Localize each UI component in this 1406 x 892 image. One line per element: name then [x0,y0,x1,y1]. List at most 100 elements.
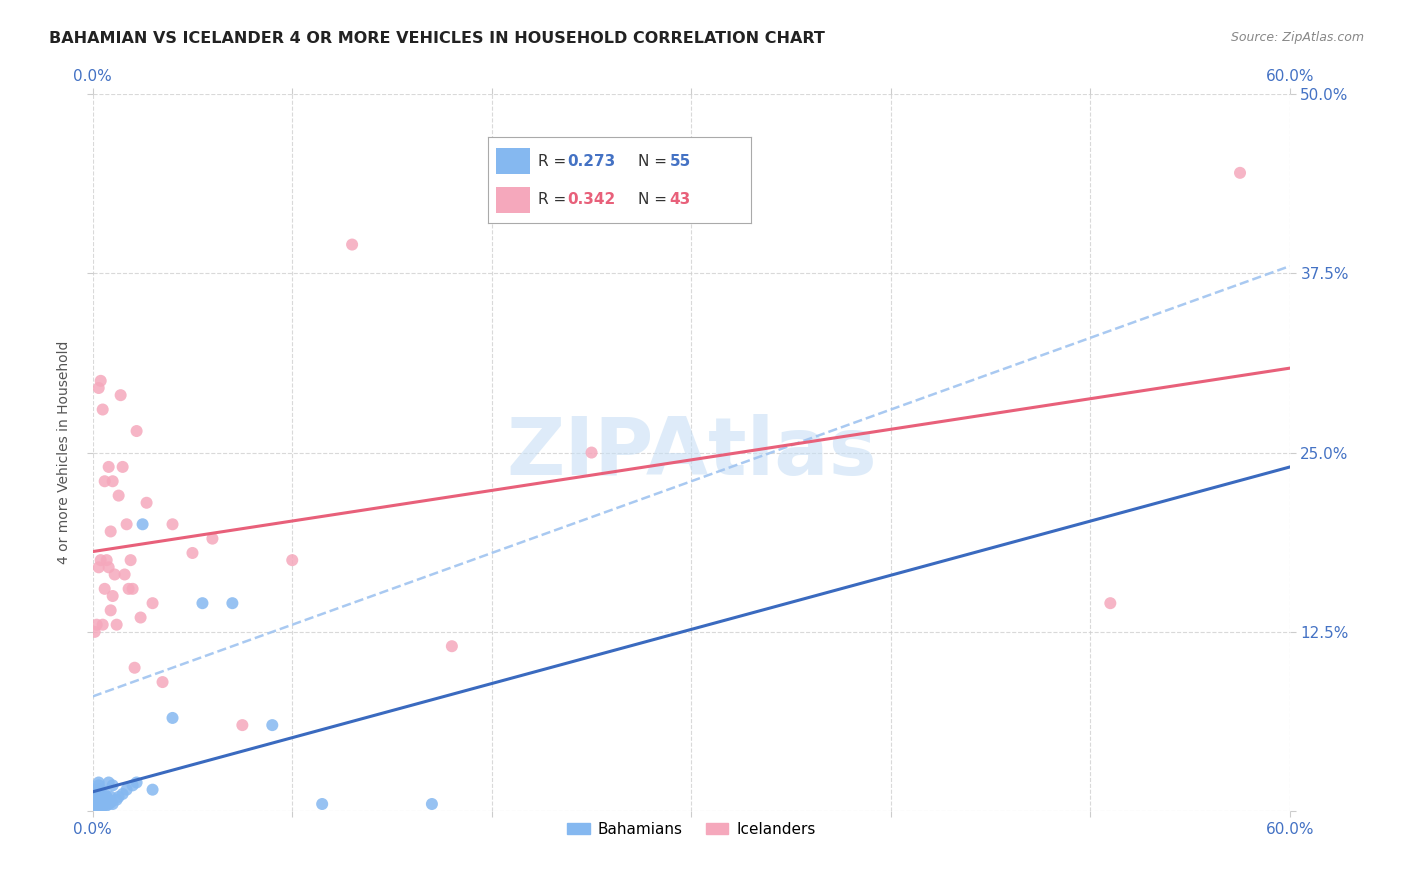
Point [100,603,122,617]
Point [105,617,128,632]
Point [91,617,114,632]
Point [281,553,304,567]
Point [97,560,120,574]
Point [162,517,184,532]
Point [97,797,120,811]
Point [83,793,105,807]
Point [90,793,112,807]
Point [87,782,110,797]
Point [90,796,112,810]
Point [87,778,110,792]
Point [96,789,118,804]
Point [142,596,165,610]
Point [110,388,132,402]
Point [90,801,112,815]
Point [83,797,105,811]
Point [131,517,153,532]
Point [86,797,108,811]
Point [124,661,146,675]
Point [87,789,110,804]
Point [114,567,136,582]
Point [91,789,114,804]
Point [221,596,243,610]
Point [100,524,122,539]
Point [117,582,139,596]
Point [191,596,214,610]
Point [107,789,129,804]
Point [83,624,105,639]
Point [105,793,128,807]
Point [87,381,110,395]
Point [97,793,120,807]
Point [311,797,333,811]
Point [1099,596,1122,610]
Point [93,475,115,489]
Point [121,778,143,792]
Point [90,789,112,804]
Point [111,459,134,474]
Point [91,800,114,814]
Point [142,782,165,797]
Point [101,589,124,603]
Point [86,617,108,632]
Point [231,718,253,732]
Point [181,546,204,560]
Point [115,517,138,532]
Text: ZIPAtlas: ZIPAtlas [506,414,877,491]
Point [97,775,120,789]
Point [91,793,114,807]
Point [87,560,110,574]
Point [90,798,112,813]
Point [93,797,115,811]
Point [97,459,120,474]
Point [581,445,603,459]
Point [86,793,108,807]
Point [96,553,118,567]
Point [87,801,110,815]
Point [96,798,118,813]
Point [107,489,129,503]
Point [86,782,108,797]
Point [440,639,463,653]
Point [91,402,114,417]
Point [121,582,143,596]
Point [125,424,148,438]
Y-axis label: 4 or more Vehicles in Household: 4 or more Vehicles in Household [58,341,72,565]
Point [91,797,114,811]
Point [129,610,152,624]
Point [87,787,110,801]
Text: Source: ZipAtlas.com: Source: ZipAtlas.com [1230,31,1364,45]
Point [93,582,115,596]
Point [201,532,224,546]
Point [100,796,122,810]
Point [100,789,122,804]
Point [420,797,443,811]
Point [90,374,112,388]
Point [101,475,124,489]
Point [125,775,148,789]
Point [340,237,363,252]
Point [1229,166,1251,180]
Point [96,794,118,808]
Point [86,800,108,814]
Point [90,553,112,567]
Point [93,787,115,801]
Point [120,553,142,567]
Point [101,797,124,811]
Point [87,793,110,807]
Legend: Bahamians, Icelanders: Bahamians, Icelanders [561,816,821,843]
Point [101,778,124,792]
Point [83,789,105,804]
Point [87,800,110,814]
Point [152,675,174,690]
Point [262,718,284,732]
Point [87,797,110,811]
Point [90,782,112,797]
Point [135,496,157,510]
Point [104,567,127,582]
Point [87,775,110,789]
Point [111,787,134,801]
Point [115,782,138,797]
Text: BAHAMIAN VS ICELANDER 4 OR MORE VEHICLES IN HOUSEHOLD CORRELATION CHART: BAHAMIAN VS ICELANDER 4 OR MORE VEHICLES… [49,31,825,46]
Point [86,789,108,804]
